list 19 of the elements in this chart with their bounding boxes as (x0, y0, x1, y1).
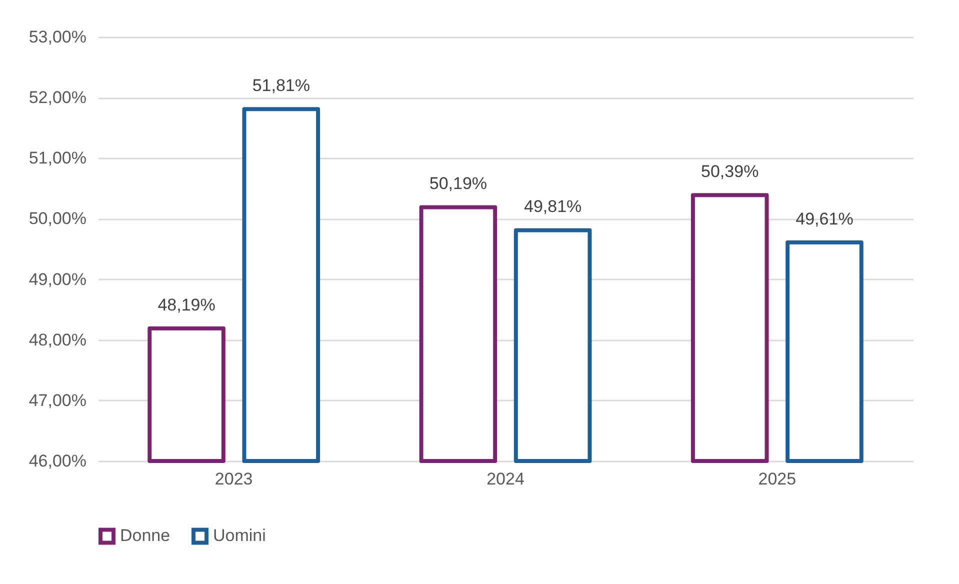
legend-label: Uomini (213, 526, 266, 546)
data-label: 49,61% (796, 209, 854, 228)
y-tick-label: 53,00% (28, 28, 86, 46)
data-label: 48,19% (158, 295, 216, 314)
y-tick-label: 48,00% (28, 330, 86, 350)
y-tick-label: 50,00% (28, 209, 86, 228)
y-tick-label: 47,00% (28, 390, 86, 410)
y-tick-label: 49,00% (28, 270, 86, 289)
y-tick-label: 46,00% (28, 452, 86, 470)
data-label: 50,39% (701, 162, 759, 182)
data-label: 51,81% (252, 76, 310, 96)
x-tick-label: 2025 (758, 470, 796, 488)
data-label: 50,19% (429, 174, 488, 194)
data-label: 49,81% (524, 197, 582, 216)
x-tick-label: 2023 (214, 470, 253, 488)
y-tick-label: 51,00% (28, 148, 86, 168)
x-tick-label: 2024 (486, 470, 524, 488)
legend-label: Donne (120, 526, 170, 546)
y-tick-label: 52,00% (28, 88, 86, 108)
